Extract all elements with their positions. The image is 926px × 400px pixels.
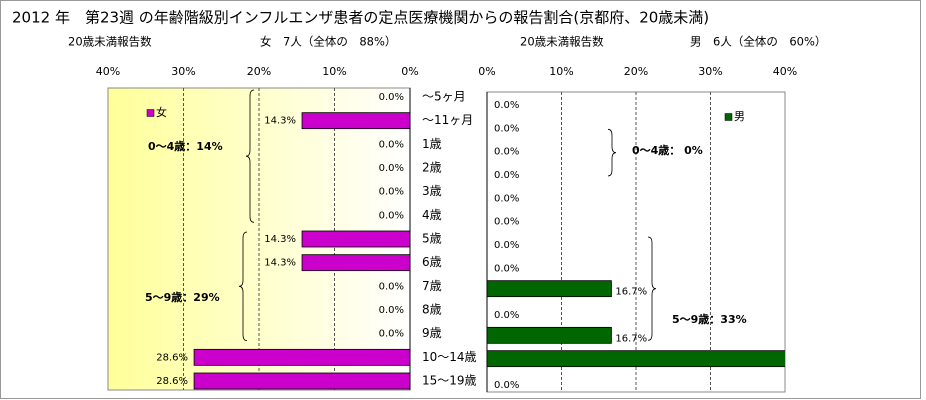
legend-swatch (146, 109, 155, 117)
annotation: 5～9歳：33% (672, 312, 747, 326)
value-label: 0.0% (494, 100, 519, 111)
value-label: 0.0% (494, 193, 519, 204)
value-label: 0.0% (494, 380, 519, 391)
x-tick-label: 30% (171, 65, 195, 78)
category-label: 4歳 (422, 208, 442, 222)
bar (193, 348, 411, 366)
category-label: ～5ヶ月 (422, 90, 466, 104)
value-label: 14.3% (264, 258, 296, 269)
x-tick-label: 40% (96, 65, 120, 78)
brace (238, 231, 248, 342)
bar (301, 230, 411, 248)
value-label: 0.0% (379, 163, 404, 174)
legend-swatch (724, 113, 733, 121)
bar (487, 350, 785, 368)
category-label: 10～14歳 (422, 350, 477, 364)
bar (193, 372, 411, 390)
bars (193, 112, 411, 390)
category-label: 2歳 (422, 161, 442, 175)
value-label: 16.7% (615, 333, 647, 344)
report-label: 20歳未満報告数 (68, 35, 152, 49)
value-label: 0.0% (379, 210, 404, 221)
value-label: 0.0% (494, 310, 519, 321)
category-label: 6歳 (422, 255, 442, 269)
bar (487, 326, 612, 344)
x-tick-label: 20% (624, 65, 648, 78)
value-label: 0.0% (494, 240, 519, 251)
x-tick-label: 10% (322, 65, 346, 78)
category-label: 15～19歳 (422, 374, 477, 388)
category-label: 5歳 (422, 232, 442, 246)
x-tick-label: 0% (401, 65, 418, 78)
brace (607, 128, 617, 177)
value-label: 0.0% (494, 263, 519, 274)
category-label: ～11ヶ月 (422, 113, 473, 127)
bar (301, 254, 411, 272)
annotation: 5～9歳：29% (145, 290, 220, 304)
bar (487, 280, 612, 298)
value-label: 14.3% (264, 116, 296, 127)
value-label: 0.0% (379, 281, 404, 292)
x-tick-label: 10% (549, 65, 573, 78)
value-label: 0.0% (379, 139, 404, 150)
report-label: 20歳未満報告数 (520, 35, 604, 49)
x-tick-label: 30% (698, 65, 722, 78)
annotation: 0～4歳： 0% (632, 143, 703, 157)
summary: 男 6人（全体の 60%） (690, 35, 826, 49)
value-label: 0.0% (494, 123, 519, 134)
legend-label: 男 (734, 110, 745, 123)
category-label: 9歳 (422, 326, 442, 340)
category-label: 3歳 (422, 184, 442, 198)
value-label: 0.0% (494, 170, 519, 181)
brace (245, 89, 255, 223)
category-label: 8歳 (422, 303, 442, 317)
value-label: 0.0% (494, 147, 519, 158)
legend-label: 女 (156, 105, 167, 119)
brace (647, 236, 657, 341)
category-label: 7歳 (422, 279, 442, 293)
value-label: 0.0% (379, 187, 404, 198)
bar (301, 112, 411, 130)
chart-title: 2012 年 第23週 の年齢階級別インフルエンザ患者の定点医療機関からの報告割… (12, 9, 709, 27)
value-label: 14.3% (264, 234, 296, 245)
value-label: 0.0% (379, 329, 404, 340)
summary: 女 7人（全体の 88%） (260, 35, 396, 49)
category-label: 1歳 (422, 137, 442, 151)
value-label: 0.0% (379, 305, 404, 316)
annotation: 0～4歳：14% (148, 139, 223, 153)
value-label: 16.7% (615, 287, 647, 298)
x-tick-label: 0% (478, 65, 495, 78)
value-label: 28.6% (156, 376, 188, 387)
value-label: 0.0% (494, 217, 519, 228)
value-label: 28.6% (156, 352, 188, 363)
bars (487, 280, 785, 368)
value-label: 0.0% (379, 92, 404, 103)
x-tick-label: 40% (773, 65, 797, 78)
x-tick-label: 20% (247, 65, 271, 78)
